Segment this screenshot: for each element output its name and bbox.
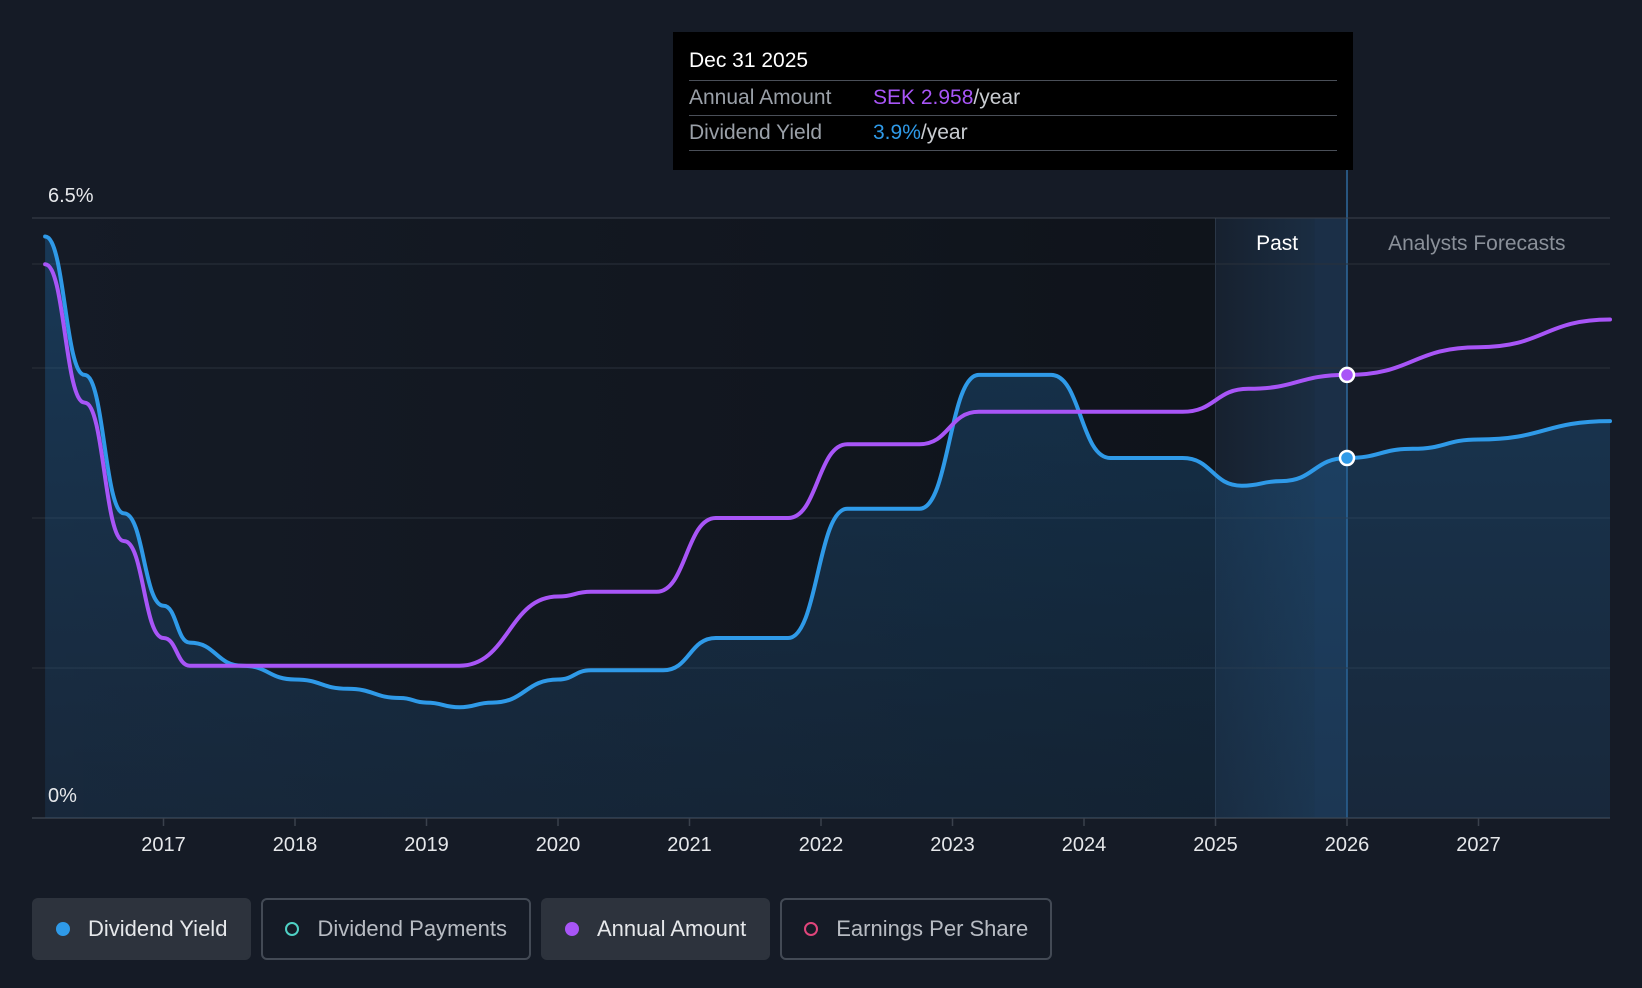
x-tick-label: 2018 xyxy=(273,834,318,856)
y-min-label: 0% xyxy=(48,785,77,807)
legend-label: Dividend Yield xyxy=(88,916,228,941)
legend-label: Earnings Per Share xyxy=(836,916,1029,941)
legend-annual-amount[interactable]: Annual Amount xyxy=(540,898,771,960)
x-tick-label: 2025 xyxy=(1193,834,1238,856)
legend-label: Annual Amount xyxy=(596,916,747,941)
x-tick-label: 2021 xyxy=(667,834,712,856)
past-label: Past xyxy=(1256,232,1298,255)
forecast-label: Analysts Forecasts xyxy=(1388,232,1565,255)
legend-dividend-payments[interactable]: Dividend Payments xyxy=(261,898,531,960)
tooltip-unit: /year xyxy=(973,86,1021,109)
legend-dividend-yield[interactable]: Dividend Yield xyxy=(32,898,252,960)
dividend-yield-cursor-point xyxy=(1338,449,1356,467)
x-tick-label: 2024 xyxy=(1062,834,1107,856)
tooltip-label: Dividend Yield xyxy=(689,121,823,144)
x-tick-label: 2027 xyxy=(1456,834,1501,856)
tooltip-value: SEK 2.958 xyxy=(873,86,974,109)
tooltip-date: Dec 31 2025 xyxy=(689,49,809,72)
legend-dot-icon xyxy=(564,922,579,936)
legend-dot-icon xyxy=(285,922,300,936)
tooltip-value: 3.9% xyxy=(873,121,921,144)
tooltip-unit: /year xyxy=(920,121,968,144)
tooltip-label: Annual Amount xyxy=(689,86,832,109)
annual-amount-line xyxy=(43,262,1612,668)
legend-label: Dividend Payments xyxy=(317,916,507,941)
x-tick-label: 2023 xyxy=(930,834,975,856)
tooltip: Dec 31 2025 Annual Amount SEK 2.958/year… xyxy=(673,32,1353,170)
x-tick-label: 2022 xyxy=(799,834,844,856)
y-max-label: 6.5% xyxy=(48,185,94,207)
legend: Dividend Yield Dividend Payments Annual … xyxy=(32,898,1053,960)
legend-earnings-per-share[interactable]: Earnings Per Share xyxy=(780,898,1053,960)
x-tick-label: 2019 xyxy=(404,834,449,856)
x-tick-label: 2020 xyxy=(536,834,581,856)
legend-dot-icon xyxy=(56,922,70,936)
tooltip-row-dividend-yield: Dividend Yield 3.9%/year xyxy=(689,115,1337,151)
annual-amount-cursor-point xyxy=(1338,366,1356,384)
tooltip-row-annual-amount: Annual Amount SEK 2.958/year xyxy=(689,80,1337,115)
legend-dot-icon xyxy=(804,922,819,936)
x-tick-label: 2017 xyxy=(141,834,186,856)
dividend-yield-area xyxy=(45,236,1611,818)
dividend-yield-line xyxy=(43,234,1612,710)
x-tick-label: 2026 xyxy=(1325,834,1370,856)
